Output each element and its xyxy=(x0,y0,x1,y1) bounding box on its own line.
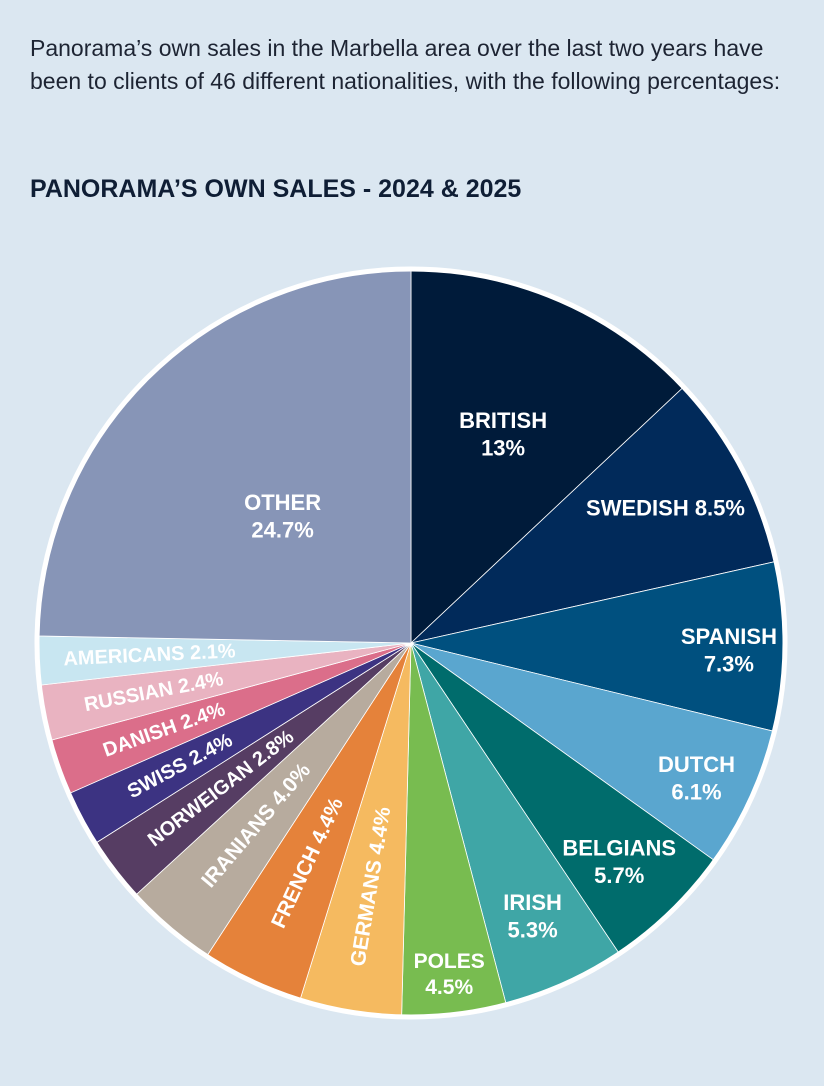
slice-label-swedish: SWEDISH 8.5% xyxy=(586,496,745,521)
slice-label-british: BRITISH 13% xyxy=(459,408,547,461)
slice-label-belgians: BELGIANS 5.7% xyxy=(562,836,676,889)
pie-rim xyxy=(34,266,788,1020)
slice-label-other: OTHER 24.7% xyxy=(244,490,321,543)
slice-label-spanish: SPANISH 7.3% xyxy=(681,624,777,677)
intro-paragraph: Panorama’s own sales in the Marbella are… xyxy=(30,35,781,94)
pie-slice-other xyxy=(36,268,412,644)
slice-label-irish: IRISH 5.3% xyxy=(503,890,562,943)
pie-slices xyxy=(36,268,786,1018)
slice-label-dutch: DUTCH 6.1% xyxy=(658,752,735,805)
slice-label-poles: POLES 4.5% xyxy=(414,950,485,999)
chart-title: PANORAMA’S OWN SALES - 2024 & 2025 xyxy=(30,175,522,203)
